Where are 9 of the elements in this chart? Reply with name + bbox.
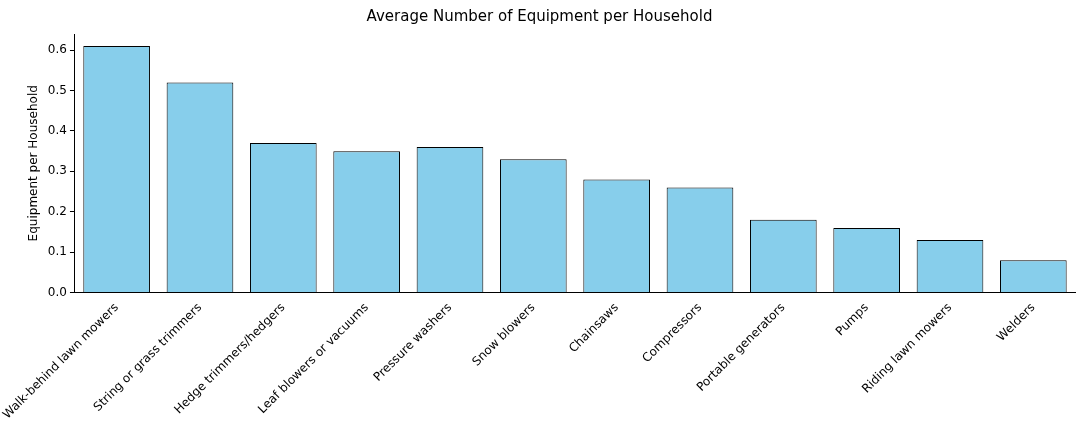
y-tick-label: 0.2 xyxy=(47,203,67,218)
chart-title: Average Number of Equipment per Household xyxy=(366,6,713,25)
y-axis-title: Equipment per Household xyxy=(25,85,40,242)
y-tick-label: 0.3 xyxy=(47,163,67,178)
y-tick-label: 0.0 xyxy=(47,284,67,299)
y-tick-label: 0.6 xyxy=(47,42,67,57)
y-tick-label: 0.5 xyxy=(47,82,67,97)
y-tick-label: 0.1 xyxy=(47,244,67,259)
y-tick-label: 0.4 xyxy=(47,123,67,138)
